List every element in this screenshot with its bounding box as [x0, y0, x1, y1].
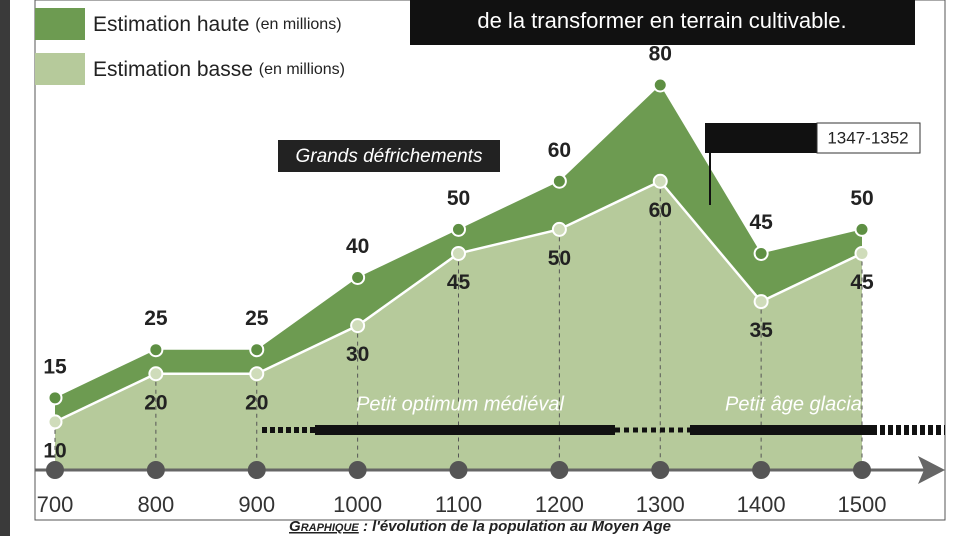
x-tick-label: 1200 — [535, 492, 584, 517]
data-label: 35 — [749, 319, 773, 342]
data-label: 50 — [850, 187, 873, 210]
x-tick-label: 900 — [238, 492, 275, 517]
data-label: 10 — [43, 439, 66, 462]
point — [753, 294, 769, 310]
point — [551, 173, 567, 189]
axis-dot — [46, 461, 64, 479]
axis-dot — [449, 461, 468, 479]
axis-dot — [247, 461, 266, 479]
legend-swatch — [35, 53, 85, 85]
caption-text: : l'évolution de la population au Moyen … — [363, 518, 671, 535]
point — [148, 366, 164, 382]
data-label: 25 — [144, 307, 168, 330]
x-tick-label: 1100 — [435, 492, 482, 517]
data-label: 20 — [144, 391, 167, 414]
data-label: 60 — [548, 139, 571, 162]
x-tick-label: 1300 — [636, 492, 685, 517]
x-tick-label: 1400 — [737, 492, 786, 517]
x-tick-label: 1500 — [838, 492, 887, 517]
point — [249, 342, 265, 358]
axis-arrow — [918, 456, 945, 484]
axis-dot — [146, 461, 165, 479]
annotation: Petit âge glacia — [725, 393, 862, 415]
axis-dot — [853, 461, 871, 479]
data-label: 45 — [850, 271, 874, 294]
side-strip — [0, 0, 10, 536]
legend-unit: (en millions) — [259, 61, 345, 78]
legend-unit: (en millions) — [255, 16, 341, 33]
legend-entry: Estimation basse (en millions) — [93, 58, 345, 81]
caption: Graphique : l'évolution de la population… — [289, 518, 671, 535]
caption-label: Graphique — [289, 518, 359, 535]
data-label: 15 — [43, 355, 67, 378]
annotation: Grands défrichements — [296, 146, 483, 167]
x-tick-label: 800 — [138, 492, 175, 517]
point — [854, 245, 870, 261]
banner-box — [410, 0, 915, 45]
point — [451, 245, 466, 261]
point — [652, 173, 668, 189]
data-label: 40 — [346, 235, 369, 258]
point — [551, 221, 567, 237]
legend-name: Estimation haute — [93, 13, 249, 36]
banner: de la transformer en terrain cultivable. — [477, 8, 846, 33]
data-label: 25 — [245, 307, 269, 330]
axis-dot — [348, 461, 367, 479]
axis-dot — [752, 461, 771, 479]
annotation: Petit optimum médiéval — [356, 393, 564, 415]
point — [148, 342, 164, 358]
point — [451, 221, 466, 237]
axis-dot — [651, 461, 670, 479]
x-tick-label: 700 — [37, 492, 74, 517]
data-label: 60 — [649, 199, 672, 222]
point — [350, 318, 366, 334]
legend-swatch — [35, 8, 85, 40]
data-label: 50 — [548, 247, 571, 270]
event-bar — [705, 123, 817, 153]
annotation: 1347-1352 — [827, 128, 908, 147]
point — [350, 270, 366, 285]
point — [753, 245, 769, 261]
legend-entry: Estimation haute (en millions) — [93, 13, 342, 36]
point — [47, 414, 63, 430]
axis-dot — [550, 461, 569, 479]
data-label: 30 — [346, 343, 369, 366]
point — [854, 221, 870, 237]
point — [652, 77, 668, 93]
annotation-box — [278, 140, 500, 172]
legend-name: Estimation basse — [93, 58, 253, 81]
data-label: 50 — [447, 187, 470, 210]
point — [249, 366, 265, 382]
data-label: 45 — [749, 211, 773, 234]
data-label: 80 — [649, 43, 672, 66]
data-label: 45 — [447, 271, 471, 294]
x-tick-label: 1000 — [333, 492, 382, 517]
data-label: 20 — [245, 391, 268, 414]
event-box — [816, 122, 921, 154]
point — [47, 390, 63, 406]
